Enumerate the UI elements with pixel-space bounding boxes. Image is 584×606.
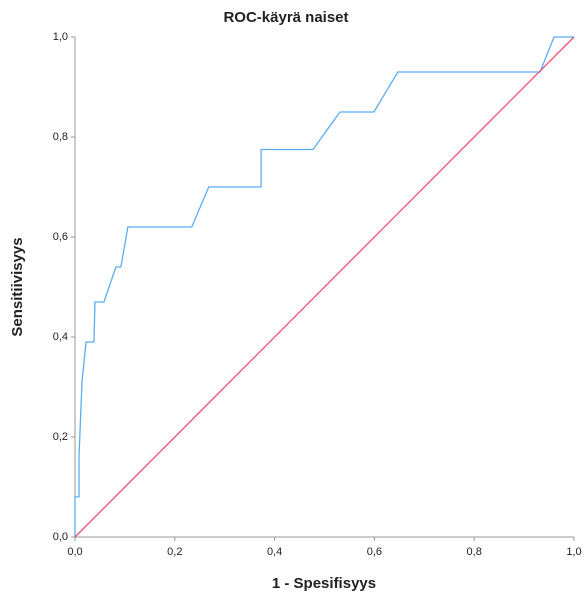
x-tick-label: 0,2 — [167, 546, 182, 558]
x-tick-label: 0,4 — [267, 546, 282, 558]
x-tick-label: 1,0 — [566, 546, 581, 558]
x-axis-label: 1 - Spesifisyys — [272, 575, 376, 592]
y-axis-label: Sensitiivisyys — [9, 237, 26, 336]
roc-line — [74, 36, 575, 538]
x-tick-label: 0,6 — [367, 546, 382, 558]
y-tick-label: 1,0 — [53, 31, 68, 43]
roc-line — [74, 36, 574, 537]
y-tick-label: 0,8 — [53, 131, 68, 143]
y-tick-label: 0,2 — [53, 431, 68, 443]
y-tick-label: 0,4 — [53, 331, 68, 343]
y-tick-label: 0,6 — [53, 231, 68, 243]
y-tick-label: 0,0 — [53, 531, 68, 543]
x-tick-label: 0,0 — [67, 546, 82, 558]
chart-title: ROC-käyrä naiset — [223, 9, 348, 26]
x-tick-label: 0,8 — [467, 546, 482, 558]
